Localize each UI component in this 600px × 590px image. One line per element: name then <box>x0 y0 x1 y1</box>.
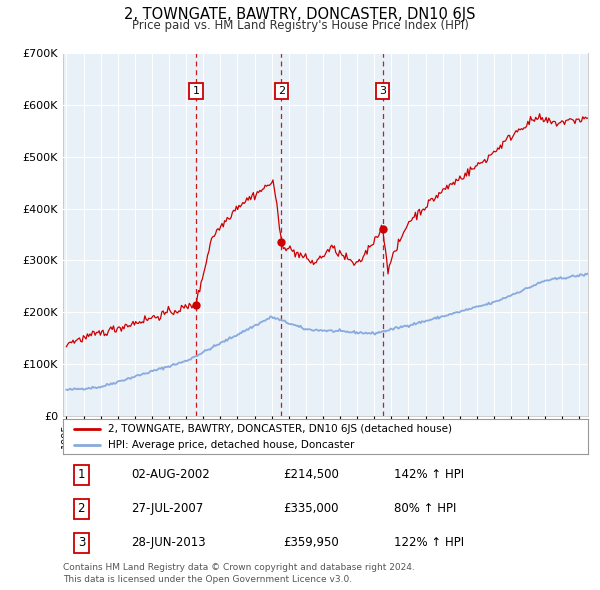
Text: 2, TOWNGATE, BAWTRY, DONCASTER, DN10 6JS (detached house): 2, TOWNGATE, BAWTRY, DONCASTER, DN10 6JS… <box>107 424 452 434</box>
Text: 142% ↑ HPI: 142% ↑ HPI <box>394 468 464 481</box>
Text: £214,500: £214,500 <box>284 468 340 481</box>
Text: 2: 2 <box>278 86 285 96</box>
Text: HPI: Average price, detached house, Doncaster: HPI: Average price, detached house, Donc… <box>107 441 354 450</box>
Text: 02-AUG-2002: 02-AUG-2002 <box>131 468 210 481</box>
Text: 80% ↑ HPI: 80% ↑ HPI <box>394 502 456 516</box>
Text: 122% ↑ HPI: 122% ↑ HPI <box>394 536 464 549</box>
Text: Price paid vs. HM Land Registry's House Price Index (HPI): Price paid vs. HM Land Registry's House … <box>131 19 469 32</box>
Text: 28-JUN-2013: 28-JUN-2013 <box>131 536 206 549</box>
Text: 1: 1 <box>193 86 200 96</box>
Text: £359,950: £359,950 <box>284 536 339 549</box>
Text: 1: 1 <box>77 468 85 481</box>
Text: 2, TOWNGATE, BAWTRY, DONCASTER, DN10 6JS: 2, TOWNGATE, BAWTRY, DONCASTER, DN10 6JS <box>124 7 476 22</box>
Text: 27-JUL-2007: 27-JUL-2007 <box>131 502 203 516</box>
Text: 3: 3 <box>77 536 85 549</box>
Text: Contains HM Land Registry data © Crown copyright and database right 2024.
This d: Contains HM Land Registry data © Crown c… <box>63 563 415 584</box>
Text: 2: 2 <box>77 502 85 516</box>
Text: £335,000: £335,000 <box>284 502 339 516</box>
Text: 3: 3 <box>379 86 386 96</box>
